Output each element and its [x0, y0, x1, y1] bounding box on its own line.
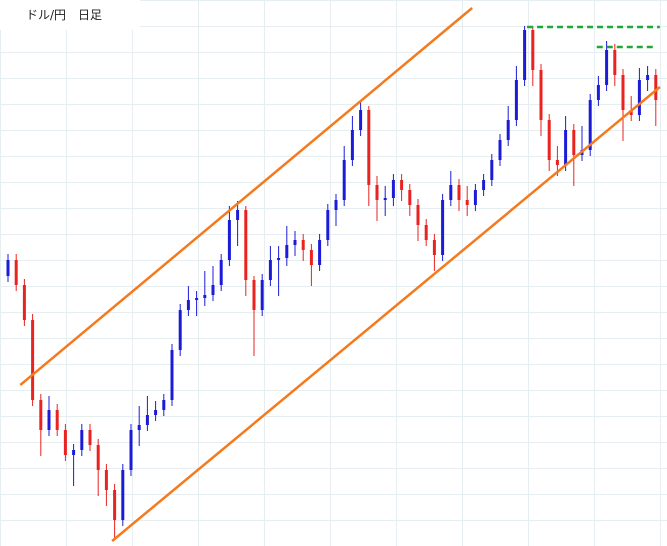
- candle-body: [424, 225, 428, 240]
- candle-body: [596, 85, 600, 100]
- candle-body: [211, 285, 215, 295]
- candle-body: [47, 410, 51, 430]
- candle-body: [72, 450, 76, 455]
- candle-body: [14, 260, 18, 285]
- candle-body: [104, 470, 108, 490]
- candle-body: [31, 320, 35, 400]
- candle-body: [490, 160, 494, 180]
- candle-body: [383, 198, 387, 200]
- candle-body: [301, 240, 305, 250]
- trend-line: [19, 7, 473, 386]
- candle-body: [621, 75, 625, 110]
- candle-body: [326, 210, 330, 240]
- candle-body: [227, 220, 231, 260]
- candle-body: [113, 490, 117, 520]
- candle-body: [195, 298, 199, 300]
- candle-body: [498, 140, 502, 160]
- candle-body: [350, 130, 354, 160]
- candle-body: [219, 260, 223, 285]
- candle-body: [342, 160, 346, 200]
- candle-body: [88, 430, 92, 445]
- candle-body: [334, 200, 338, 210]
- candle-body: [129, 430, 133, 470]
- candle-body: [203, 295, 207, 298]
- candle-body: [654, 75, 658, 100]
- candle-body: [63, 430, 67, 455]
- trend-line: [111, 86, 661, 542]
- candle-body: [531, 30, 535, 70]
- candle-body: [416, 205, 420, 225]
- candle-body: [613, 50, 617, 75]
- candle-body: [178, 310, 182, 350]
- candle-body: [367, 110, 371, 185]
- candle-body: [449, 185, 453, 200]
- candle-body: [391, 180, 395, 198]
- candle-body: [277, 258, 281, 260]
- candle-body: [96, 445, 100, 470]
- candle-body: [39, 400, 43, 430]
- candle-body: [145, 415, 149, 425]
- candle-body: [564, 130, 568, 165]
- candle-body: [482, 180, 486, 190]
- candle-body: [629, 110, 633, 115]
- candle-body: [359, 110, 363, 130]
- candle-body: [154, 410, 158, 415]
- candle-body: [285, 245, 289, 258]
- candle-body: [441, 200, 445, 255]
- candle-body: [514, 80, 518, 120]
- candle-body: [432, 240, 436, 255]
- candle-body: [555, 160, 559, 165]
- chart-title: ドル/円 日足: [0, 0, 140, 30]
- candle-body: [55, 410, 59, 430]
- candle-body: [252, 280, 256, 310]
- candle-body: [408, 190, 412, 205]
- candle-body: [260, 280, 264, 310]
- candle-body: [293, 240, 297, 245]
- candle-body: [547, 120, 551, 160]
- candle-body: [523, 30, 527, 80]
- candle-body: [605, 50, 609, 85]
- candle-body: [170, 350, 174, 400]
- candle-body: [186, 300, 190, 310]
- candle-body: [465, 200, 469, 205]
- candle-body: [22, 285, 26, 320]
- candle-body: [473, 190, 477, 205]
- candle-body: [588, 100, 592, 150]
- candle-body: [400, 180, 404, 190]
- candle-body: [162, 400, 166, 410]
- candle-body: [506, 120, 510, 140]
- candle-body: [572, 130, 576, 155]
- candle-body: [457, 185, 461, 200]
- candle-body: [375, 185, 379, 200]
- candle-body: [539, 70, 543, 120]
- candle-body: [646, 75, 650, 80]
- candle-body: [309, 250, 313, 265]
- candle-body: [236, 210, 240, 220]
- candle-body: [121, 470, 125, 520]
- candle-body: [637, 80, 641, 115]
- candle-body: [268, 260, 272, 280]
- candle-body: [80, 430, 84, 450]
- candle-body: [318, 240, 322, 265]
- candle-body: [137, 425, 141, 430]
- candle-body: [244, 210, 248, 280]
- candle-body: [6, 260, 10, 276]
